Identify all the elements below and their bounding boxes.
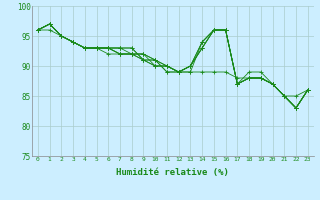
X-axis label: Humidité relative (%): Humidité relative (%) <box>116 168 229 177</box>
